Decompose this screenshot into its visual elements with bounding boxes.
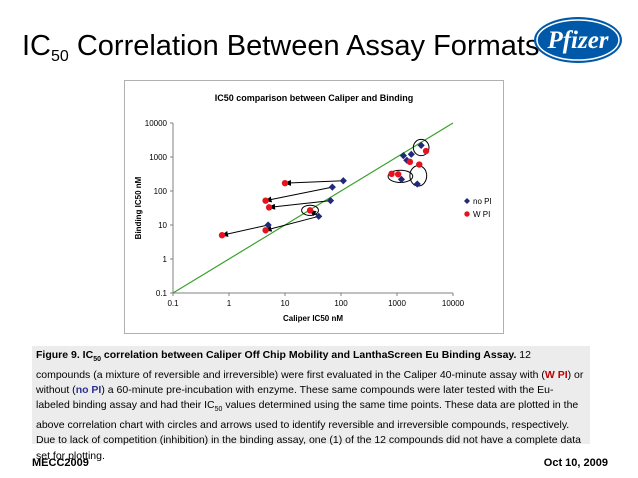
w-pi-point [406,158,414,166]
figure-caption: Figure 9. IC50 correlation between Calip… [32,346,590,462]
no-pi-point [403,156,411,164]
x-tick-label: 10 [281,299,290,308]
y-tick-label: 10 [158,221,167,230]
no-pi-point [326,197,335,205]
footer-date: Oct 10, 2009 [543,457,608,469]
y-tick-label: 100 [154,187,168,196]
pfizer-logo: Pfizer [532,14,624,71]
ic50-scatter-chart: IC50 comparison between Caliper and Bind… [134,93,492,323]
y-axis-title: Binding IC50 nM [134,176,143,239]
y-tick-label: 10000 [145,119,168,128]
no-pi-point [399,151,407,160]
legend-marker-no-pi [464,198,470,204]
x-tick-label: 0.1 [167,299,179,308]
trendline [172,122,454,294]
x-axis-title: Caliper IC50 nM [283,314,343,323]
legend-label: no PI [473,197,492,206]
w-pi-point [306,207,314,214]
y-tick-label: 0.1 [156,289,168,298]
reversible-group-ellipse [412,138,430,157]
svg-text:Pfizer: Pfizer [546,27,608,54]
y-tick-label: 1000 [149,153,167,162]
x-tick-label: 100 [334,299,348,308]
w-pi-point [388,170,395,178]
x-tick-label: 1000 [388,299,406,308]
slide-title: IC50 Correlation Between Assay Formats [22,30,540,65]
chart-container: IC50 comparison between Caliper and Bind… [124,80,504,334]
w-pi-point [262,197,269,204]
no-pi-point [328,183,336,191]
no-pi-point [413,180,421,188]
x-tick-label: 10000 [442,299,465,308]
no-pi-point [407,150,415,158]
w-pi-point [218,232,226,239]
y-tick-label: 1 [163,255,168,264]
x-tick-label: 1 [227,299,232,308]
shift-arrow [264,215,319,232]
w-pi-point [262,227,269,234]
no-pi-point [339,177,347,185]
shift-arrow [264,186,333,203]
chart-title: IC50 comparison between Caliper and Bind… [215,93,414,103]
no-pi-point [397,175,406,183]
reversible-group-ellipse [301,204,319,216]
footer-event: MECC2009 [32,457,89,469]
legend-marker-w-pi [464,211,470,217]
shift-arrow [221,224,269,237]
w-pi-point [265,204,273,211]
shift-arrow [268,200,331,210]
legend-label: W PI [473,210,490,219]
no-pi-point [417,141,425,149]
w-pi-point [422,147,430,155]
w-pi-point [281,179,289,187]
w-pi-point [416,161,423,168]
w-pi-point [394,171,402,178]
no-pi-point [264,221,272,229]
reversible-group-ellipse [387,169,414,183]
shift-arrow [284,179,344,186]
